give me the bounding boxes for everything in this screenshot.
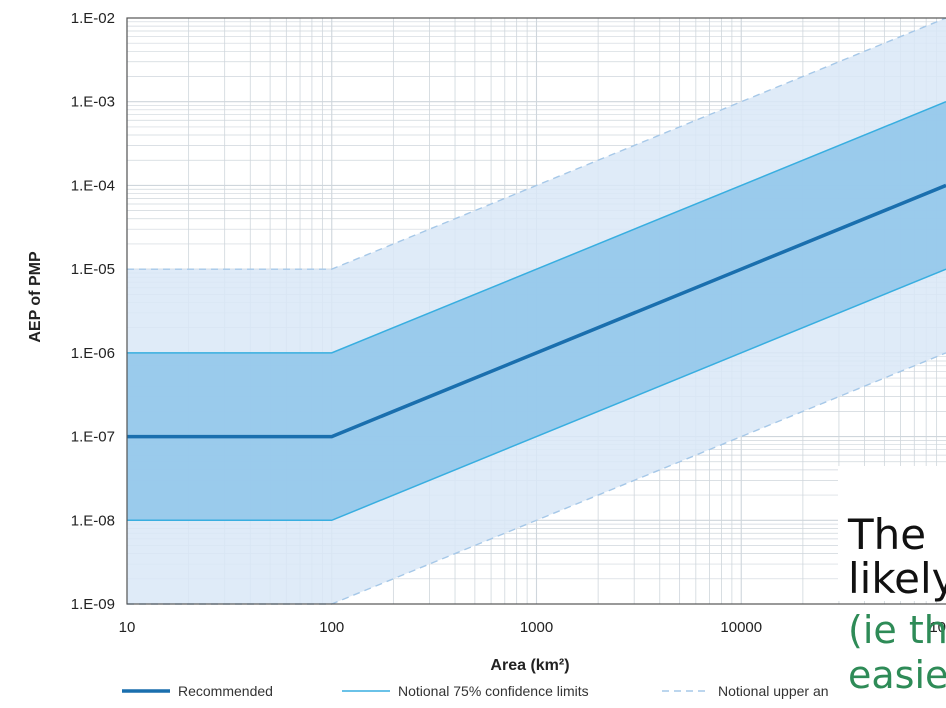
y-tick-labels: 1.E-09 1.E-08 1.E-07 1.E-06 1.E-05 1.E-04 1.E-… (71, 10, 115, 613)
x-tick-label: 10000 (720, 619, 762, 636)
x-tick-labels: 10 100 1000 10000 1000 (119, 619, 946, 636)
x-axis-title: Area (km²) (490, 657, 569, 674)
text-overlay: The likely (ie th easie (838, 466, 946, 708)
confidence-band (127, 101, 946, 521)
y-tick-label: 1.E-08 (71, 512, 115, 529)
overlay-line-3: (ie th (848, 608, 946, 652)
legend-label: Recommended (178, 683, 273, 699)
x-tick-label: 1000 (929, 619, 946, 636)
bands (127, 18, 946, 604)
plot-frame (126, 17, 946, 605)
x-tick-label: 100 (319, 619, 344, 636)
y-tick-label: 1.E-07 (71, 429, 115, 446)
y-tick-label: 1.E-06 (71, 345, 115, 362)
series-line-thick (127, 183, 946, 439)
plot-border (126, 17, 946, 605)
x-tick-label: 10 (119, 619, 136, 636)
overlay-line-1: The (848, 510, 927, 559)
series-line-thin-lower (127, 268, 946, 522)
y-tick-label: 1.E-04 (71, 177, 115, 194)
y-tick-label: 1.E-05 (71, 261, 115, 278)
y-axis-title: AEP of PMP (27, 251, 44, 343)
y-tick-label: 1.E-02 (71, 10, 115, 27)
y-tick-label: 1.E-09 (71, 596, 115, 613)
x-tick-label: 1000 (520, 619, 553, 636)
overlay-line-2: likely (848, 554, 946, 603)
legend-label: Notional upper an (718, 683, 829, 699)
overlay-box (838, 466, 946, 601)
overlay-line-4: easie (848, 653, 946, 697)
series-line-thin-upper (127, 101, 946, 354)
legend-label: Notional 75% confidence limits (398, 683, 589, 699)
series-line-dashed-upper (127, 17, 946, 270)
y-tick-label: 1.E-03 (71, 94, 115, 111)
legend: Recommended Notional 75% confidence limit… (122, 683, 829, 699)
